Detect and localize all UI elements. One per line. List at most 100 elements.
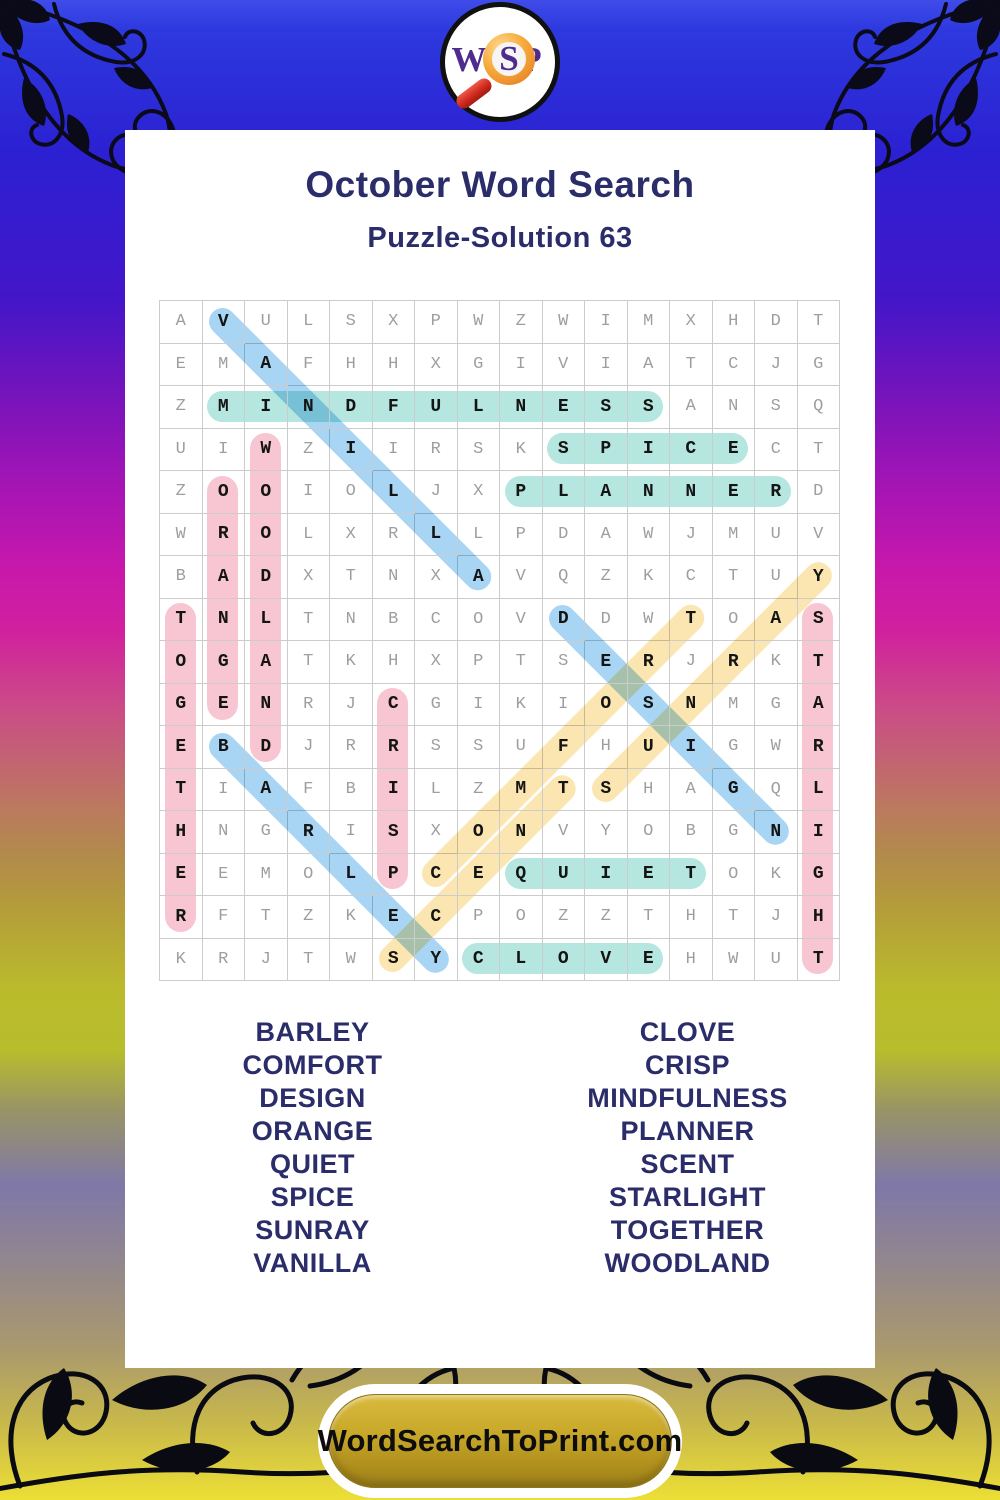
grid-cell: N <box>670 471 713 514</box>
grid-cell: H <box>627 768 670 811</box>
grid-cell: T <box>287 641 330 684</box>
grid-cell: T <box>670 598 713 641</box>
grid-cell: T <box>542 768 585 811</box>
grid-cell: J <box>415 471 458 514</box>
grid-cell: N <box>500 811 543 854</box>
grid-cell: H <box>372 343 415 386</box>
grid-cell: E <box>160 343 203 386</box>
grid-cell: Z <box>160 471 203 514</box>
grid-cell: X <box>415 343 458 386</box>
wordsearchtoprint-button[interactable]: WordSearchToPrint.com <box>318 1394 682 1488</box>
grid-cell: U <box>415 386 458 429</box>
magnifier-lens-icon: S <box>483 33 535 85</box>
grid-cell: I <box>585 301 628 344</box>
grid-cell: U <box>245 301 288 344</box>
word-list-item: SUNRAY <box>255 1215 370 1245</box>
grid-cell: U <box>755 513 798 556</box>
grid-cell: O <box>457 811 500 854</box>
word-list-item: SCENT <box>640 1149 735 1179</box>
grid-cell: K <box>500 683 543 726</box>
grid-cell: R <box>755 471 798 514</box>
grid-cell: I <box>330 811 373 854</box>
grid-cell: L <box>457 386 500 429</box>
grid-cell: X <box>457 471 500 514</box>
grid-cell: V <box>500 556 543 599</box>
grid-cell: Z <box>160 386 203 429</box>
grid-cell: F <box>202 896 245 939</box>
grid-cell: L <box>415 513 458 556</box>
grid-cell: O <box>627 811 670 854</box>
grid-cell: D <box>755 301 798 344</box>
grid-cell: X <box>330 513 373 556</box>
page-title: October Word Search <box>305 164 695 205</box>
grid-cell: M <box>500 768 543 811</box>
grid-cell: H <box>330 343 373 386</box>
grid-cell: H <box>712 301 755 344</box>
grid-cell: S <box>627 386 670 429</box>
grid-cell: I <box>797 811 840 854</box>
grid-cell: I <box>670 726 713 769</box>
grid-cell: N <box>627 471 670 514</box>
grid-cell: L <box>457 513 500 556</box>
grid-cell: N <box>330 598 373 641</box>
magnifier-handle-icon <box>453 75 495 112</box>
grid-cell: P <box>457 896 500 939</box>
grid-cell: O <box>457 598 500 641</box>
grid-cell: Z <box>500 301 543 344</box>
page-subtitle: Puzzle-Solution 63 <box>367 222 633 254</box>
word-list-item: MINDFULNESS <box>587 1083 788 1113</box>
grid-cell: H <box>585 726 628 769</box>
grid-cell: I <box>202 428 245 471</box>
grid-cell: V <box>542 811 585 854</box>
grid-cell: D <box>797 471 840 514</box>
grid-cell: J <box>245 938 288 981</box>
grid-cell: R <box>797 726 840 769</box>
grid-cell: N <box>372 556 415 599</box>
grid-cell: U <box>755 938 798 981</box>
grid-cell: A <box>755 598 798 641</box>
grid-cell: A <box>202 556 245 599</box>
grid-cell: X <box>670 301 713 344</box>
grid-cell: W <box>330 938 373 981</box>
grid-cell: A <box>160 301 203 344</box>
grid-cell: J <box>670 513 713 556</box>
grid-cell: T <box>797 428 840 471</box>
grid-cell: R <box>372 726 415 769</box>
footer-button-outline: WordSearchToPrint.com <box>318 1384 682 1498</box>
grid-cell: S <box>585 768 628 811</box>
grid-cell: K <box>755 641 798 684</box>
grid-cell: V <box>585 938 628 981</box>
grid-cell: Z <box>585 896 628 939</box>
grid-cell: L <box>372 471 415 514</box>
grid-cell: K <box>160 938 203 981</box>
grid-cell: X <box>287 556 330 599</box>
grid-cell: W <box>542 301 585 344</box>
grid-cell: L <box>500 938 543 981</box>
grid-cell: A <box>585 513 628 556</box>
grid-cell: O <box>202 471 245 514</box>
grid-cell: T <box>287 938 330 981</box>
word-list-item: CRISP <box>644 1050 731 1080</box>
grid-cell: P <box>585 428 628 471</box>
grid-cell: S <box>755 386 798 429</box>
grid-cell: G <box>415 683 458 726</box>
grid-cell: T <box>797 301 840 344</box>
wsp-logo: W S P <box>440 2 560 122</box>
grid-cell: Z <box>287 428 330 471</box>
grid-cell: T <box>797 938 840 981</box>
grid-cell: C <box>670 428 713 471</box>
word-list-item: TOGETHER <box>610 1215 765 1245</box>
grid-cell: T <box>670 343 713 386</box>
grid-cell: B <box>160 556 203 599</box>
grid-cell: D <box>542 598 585 641</box>
grid-cell: G <box>202 641 245 684</box>
grid-cell: O <box>712 853 755 896</box>
grid-cell: X <box>415 811 458 854</box>
grid-cell: G <box>457 343 500 386</box>
grid-cell: F <box>372 386 415 429</box>
grid-cell: F <box>287 343 330 386</box>
grid-cell: I <box>245 386 288 429</box>
grid-cell: Y <box>585 811 628 854</box>
grid-cell: G <box>160 683 203 726</box>
